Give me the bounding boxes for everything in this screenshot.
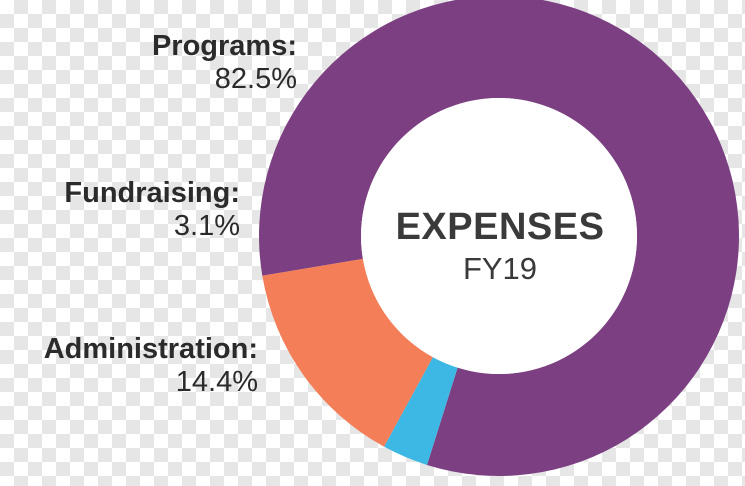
slice-administration — [262, 258, 433, 447]
donut-slices — [259, 0, 739, 476]
slice-programs — [259, 0, 739, 476]
center-title: EXPENSES FY19 — [362, 206, 638, 287]
administration-label-value: 14.4% — [175, 366, 258, 399]
donut-hole — [361, 98, 637, 374]
programs-label-value: 82.5% — [214, 63, 297, 96]
label-fundraising: Fundraising: 3.1% — [64, 177, 240, 244]
fundraising-label-value: 3.1% — [173, 210, 240, 243]
administration-label-name: Administration: — [43, 333, 258, 365]
programs-label-name: Programs: — [151, 30, 297, 62]
center-sublabel: FY19 — [462, 251, 538, 286]
fundraising-label-name: Fundraising: — [64, 177, 240, 209]
center-label: EXPENSES — [395, 206, 605, 248]
label-programs: Programs: 82.5% — [152, 30, 297, 97]
slice-fundraising — [384, 357, 458, 465]
label-administration: Administration: 14.4% — [44, 333, 258, 400]
